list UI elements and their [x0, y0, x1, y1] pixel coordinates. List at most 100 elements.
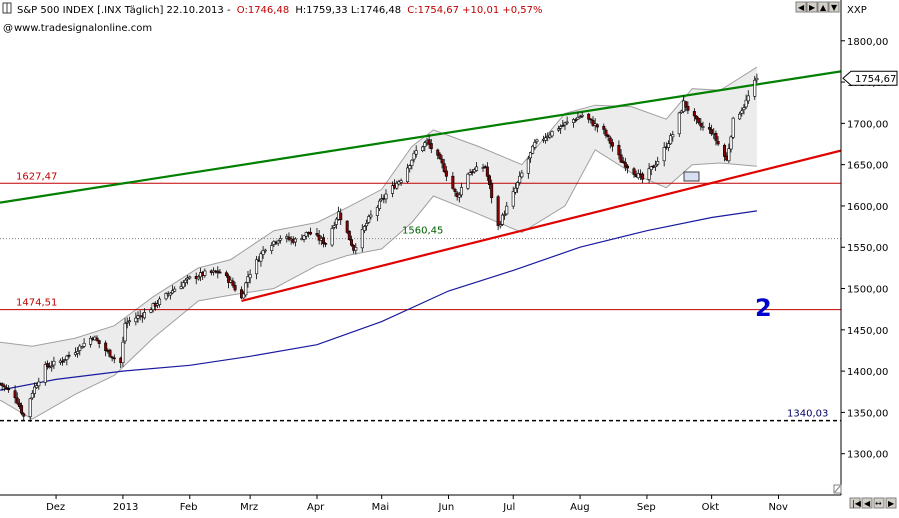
candle	[203, 268, 207, 278]
candle	[438, 151, 442, 160]
level-label-2: 1560,45	[402, 226, 443, 237]
candle	[45, 360, 49, 370]
candle	[475, 161, 479, 172]
candle	[516, 181, 520, 193]
candle	[22, 412, 26, 421]
candle	[662, 142, 666, 167]
candle	[408, 164, 412, 173]
candle	[656, 156, 660, 167]
candle	[531, 144, 535, 155]
high-value: H:1759,33	[295, 5, 347, 16]
candle	[505, 201, 509, 216]
chart-controls-bottom: |◀ ◀ ↔ ▶	[833, 484, 897, 509]
candle	[35, 382, 39, 389]
candle	[485, 162, 489, 181]
close-icon[interactable]	[828, 1, 840, 13]
x-tick-label: Jul	[502, 502, 515, 513]
candle	[692, 108, 696, 122]
candle	[65, 354, 69, 366]
candle	[453, 187, 457, 197]
candle	[278, 235, 282, 244]
svg-text:◀: ◀	[864, 499, 871, 508]
trendline-lower	[241, 149, 841, 302]
candle	[701, 121, 705, 131]
candle	[563, 121, 567, 131]
candle	[550, 130, 554, 138]
y-tick-label: 1450,00	[847, 326, 888, 337]
axis-unit-label: XXP	[847, 5, 867, 16]
candle	[334, 217, 338, 229]
scroll-right-icon[interactable]	[806, 1, 818, 13]
candle	[513, 183, 517, 195]
x-tick-label: Jun	[438, 502, 455, 513]
candle	[727, 143, 731, 163]
candle	[183, 278, 187, 287]
candle	[457, 191, 461, 203]
candle	[466, 172, 470, 191]
candle	[0, 382, 4, 391]
scroll-back-icon[interactable]	[861, 497, 873, 509]
y-tick-label: 1400,00	[847, 367, 888, 378]
candle	[533, 139, 537, 150]
candle	[671, 130, 675, 142]
candle	[647, 162, 651, 184]
candle	[488, 174, 492, 190]
candle	[608, 135, 612, 149]
candle	[606, 133, 610, 142]
candle	[37, 377, 41, 390]
y-tick-label: 1600,00	[847, 202, 888, 213]
candle	[345, 220, 349, 235]
candle	[626, 164, 630, 174]
candle	[233, 281, 237, 292]
scroll-left-icon[interactable]	[795, 1, 807, 13]
svg-text:▶: ▶	[809, 3, 816, 12]
open-value: O:1746,48	[237, 5, 289, 16]
candle	[52, 356, 56, 369]
candle	[151, 302, 155, 313]
candle	[112, 354, 116, 364]
trendline-upper	[0, 70, 841, 204]
candle	[589, 118, 593, 124]
candle	[263, 248, 267, 254]
candle	[367, 214, 371, 225]
candle	[595, 123, 599, 133]
x-tick-label: Mai	[372, 502, 390, 513]
candle	[80, 345, 84, 349]
candle	[270, 242, 274, 255]
zoom-fit-icon[interactable]	[873, 497, 885, 509]
candle	[231, 277, 235, 288]
scroll-start-icon[interactable]	[849, 497, 861, 509]
candle	[244, 281, 248, 298]
y-tick-label: 1650,00	[847, 161, 888, 172]
candle	[104, 340, 108, 357]
y-tick-label: 1800,00	[847, 37, 888, 48]
candle	[110, 355, 114, 362]
wave-annotation: 2	[755, 294, 772, 322]
level-label-3: 1340,03	[787, 409, 828, 420]
candle	[188, 275, 192, 280]
y-tick-label: 1350,00	[847, 408, 888, 419]
last-price-label: 1754,67	[855, 74, 896, 85]
candle	[15, 392, 19, 406]
candle	[378, 198, 382, 212]
globe-icon: @	[3, 23, 13, 34]
candle	[740, 107, 744, 117]
candle	[309, 227, 313, 236]
candle	[149, 307, 153, 314]
candle	[602, 123, 606, 135]
candle	[636, 169, 640, 180]
candle	[158, 296, 162, 308]
moving-average-line	[0, 210, 757, 391]
marker-box	[683, 171, 700, 182]
candle	[623, 157, 627, 172]
candle	[511, 186, 515, 210]
candle	[723, 143, 727, 162]
candle	[414, 145, 418, 158]
zoom-in-icon[interactable]	[817, 1, 829, 13]
scroll-forward-icon[interactable]	[885, 497, 897, 509]
candle	[427, 134, 431, 149]
candle	[136, 311, 140, 324]
level-label-0: 1627,47	[16, 171, 57, 182]
candle	[242, 290, 246, 299]
